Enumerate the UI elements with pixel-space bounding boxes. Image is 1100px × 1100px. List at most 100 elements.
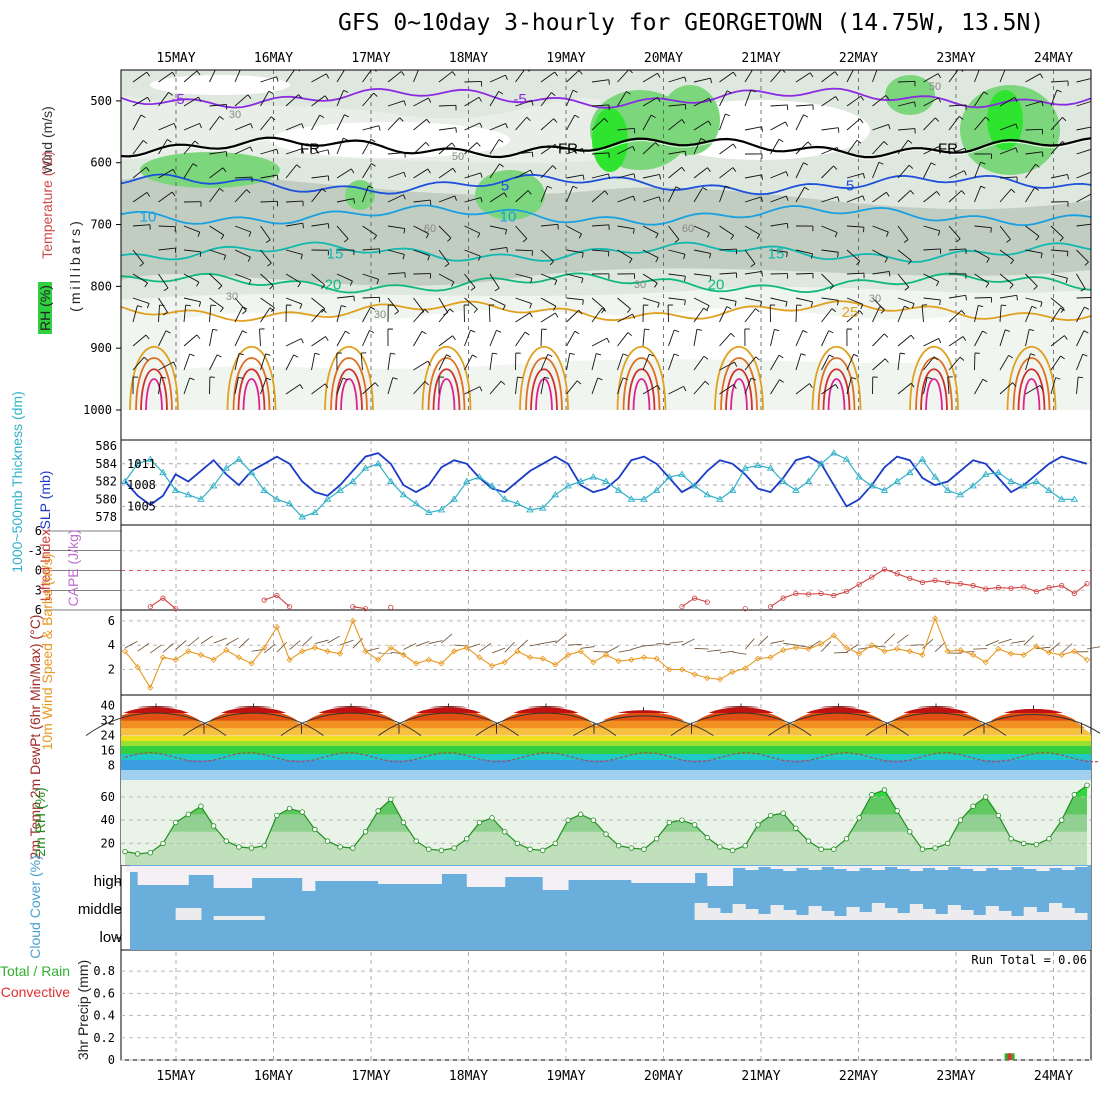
wind-barb	[948, 104, 966, 107]
wind-barb-flag	[730, 333, 735, 338]
wind-barb-flag	[726, 306, 732, 310]
middle-cloud-block	[783, 910, 797, 920]
wind-barb-flag	[1084, 306, 1090, 310]
wind-barb-flag	[578, 233, 582, 239]
wind-barb-flag	[933, 356, 939, 361]
wind-barb-flag	[786, 252, 788, 258]
high-cloud-block	[783, 866, 797, 871]
wind-barb	[617, 173, 635, 179]
wind-barb-flag	[250, 123, 253, 129]
wind-barb-flag	[238, 376, 244, 379]
wind-barb	[795, 304, 798, 323]
rh-contour-label: 30	[226, 291, 238, 303]
wind-barb-flag	[223, 255, 227, 261]
wind-barb-flag	[937, 73, 941, 79]
wind-barb-flag	[399, 117, 404, 122]
wind-barb-flag	[529, 303, 532, 309]
middle-cloud-block	[719, 913, 734, 920]
wind-barb	[897, 249, 912, 261]
li-tick-label: 3	[35, 583, 42, 597]
wind-barb	[464, 80, 482, 83]
wind-barb	[744, 356, 757, 371]
wind-barb	[360, 353, 363, 371]
slp-tick-label: 1005	[127, 499, 156, 513]
high-cloud-block	[618, 866, 632, 880]
temp-line	[280, 712, 422, 737]
middle-cloud-block	[909, 904, 923, 920]
wind-barb-flag	[343, 238, 349, 243]
li-marker	[1084, 581, 1090, 587]
wind-barb	[438, 142, 453, 155]
wind-barb	[821, 354, 830, 371]
wind-barb-flag	[910, 334, 915, 340]
wind-barb-flag	[452, 167, 457, 173]
wind-barb-flag	[321, 308, 326, 313]
wind-barb	[362, 125, 380, 131]
wind-barb-flag	[1062, 117, 1067, 122]
rh-marker	[881, 787, 888, 793]
wind-barb	[540, 273, 557, 281]
wind-barb	[872, 141, 885, 155]
wind-barb	[999, 355, 1009, 371]
wind-barb-flag	[1059, 237, 1064, 242]
wind-barb-flag	[1029, 328, 1035, 332]
wind-barb	[642, 297, 660, 304]
high-cloud-block	[517, 866, 531, 877]
high-cloud-block	[568, 866, 582, 880]
wind-barb-flag	[681, 167, 686, 172]
wind-barb-flag	[478, 255, 481, 261]
wind-barb	[540, 118, 554, 131]
thickness-marker	[437, 506, 446, 513]
wind-barb-flag	[903, 239, 909, 243]
temp-diurnal-fill	[415, 707, 482, 714]
thickness-marker	[121, 477, 129, 484]
wind-barb	[846, 297, 863, 305]
wind-barb	[132, 224, 150, 227]
wind-barb-flag	[1082, 353, 1088, 357]
wind-barb	[464, 354, 473, 371]
rh-contour-label: 50	[452, 151, 464, 163]
wind-barb	[642, 196, 660, 203]
wind-marker	[463, 644, 470, 651]
high-cloud-block	[909, 866, 923, 871]
middle-cloud-block	[833, 916, 847, 920]
wind-barb-flag	[936, 191, 941, 196]
high-cloud-block	[808, 866, 822, 870]
wind-barb-flag	[888, 271, 891, 277]
wind-barb	[488, 304, 491, 323]
date-label-top: 21MAY	[741, 51, 780, 66]
wind-barb	[311, 73, 327, 83]
wind-marker	[957, 647, 964, 654]
wind-barb-flag	[242, 330, 248, 334]
wind-barb	[693, 187, 704, 203]
wind-barb	[515, 273, 533, 279]
wind-barb	[464, 172, 481, 179]
wind-barb	[923, 146, 939, 155]
thickness-marker	[652, 486, 661, 493]
wind-barb-flag	[301, 123, 304, 129]
wind-barb-flag	[269, 285, 274, 290]
wind-barb	[921, 305, 924, 323]
wind-marker	[539, 655, 546, 662]
li-marker	[869, 574, 875, 580]
wind-barb	[132, 334, 147, 347]
rh-marker	[983, 794, 989, 800]
rh-marker	[755, 822, 761, 828]
wind-barb	[489, 273, 500, 289]
wind-marker	[754, 655, 761, 662]
wind-barb-flag	[1067, 174, 1069, 180]
wind-barb-flag	[496, 329, 502, 333]
wind-barb	[1025, 273, 1038, 287]
wind-barb	[821, 165, 834, 179]
wind-barb-flag	[761, 174, 763, 180]
wind-barb-flag	[626, 308, 631, 313]
rh-tick-label: 40	[101, 813, 115, 827]
surface-wind-barb	[1023, 635, 1035, 646]
wind-marker	[159, 654, 167, 661]
diurnal-isotherm-loop	[925, 378, 943, 410]
wind-barb	[617, 127, 635, 131]
wind-barb	[923, 248, 941, 251]
wind-barb-flag	[910, 190, 915, 195]
thickness-marker	[336, 486, 344, 493]
temperature-axis-label: Temperature (°C)	[39, 151, 55, 259]
